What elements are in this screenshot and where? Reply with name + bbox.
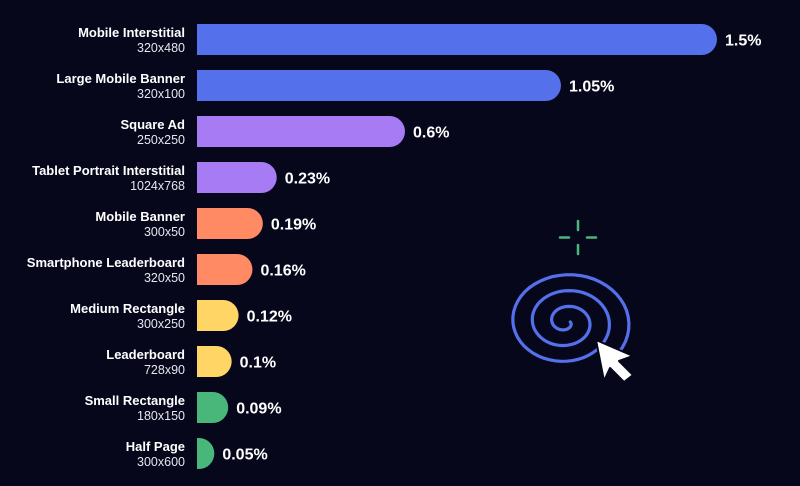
category-label: Mobile Interstitial: [78, 25, 185, 40]
category-size-label: 728x90: [144, 363, 185, 377]
bar-5: [197, 254, 253, 285]
category-label: Smartphone Leaderboard: [27, 255, 185, 270]
value-label: 0.23%: [285, 171, 330, 188]
value-label: 0.05%: [222, 447, 267, 464]
category-size-label: 1024x768: [130, 179, 185, 193]
category-label: Large Mobile Banner: [56, 71, 185, 86]
category-label: Half Page: [126, 439, 185, 454]
cursor-arrow-icon: [595, 339, 634, 383]
bar-6: [197, 300, 239, 331]
category-size-label: 250x250: [137, 133, 185, 147]
bar-1: [197, 70, 561, 101]
value-label: 0.09%: [236, 401, 281, 418]
value-label: 0.12%: [247, 309, 292, 326]
crosshair-icon: [558, 219, 598, 256]
category-label: Leaderboard: [106, 347, 185, 362]
category-label: Square Ad: [120, 117, 185, 132]
category-size-label: 320x50: [144, 271, 185, 285]
bar-8: [197, 392, 229, 423]
value-label: 0.19%: [271, 217, 316, 234]
category-size-label: 320x100: [137, 87, 185, 101]
bar-3: [197, 162, 277, 193]
category-size-label: 300x50: [144, 225, 185, 239]
category-label: Medium Rectangle: [70, 301, 185, 316]
category-label: Small Rectangle: [85, 393, 185, 408]
category-size-label: 180x150: [137, 409, 185, 423]
value-label: 0.16%: [260, 263, 305, 280]
bar-2: [197, 116, 405, 147]
bar-7: [197, 346, 232, 377]
bar-4: [197, 208, 263, 239]
bar-9: [197, 438, 215, 469]
value-label: 1.05%: [569, 79, 614, 96]
spiral-icon: [511, 273, 631, 363]
value-label: 0.1%: [240, 355, 276, 372]
value-label: 1.5%: [725, 33, 761, 50]
bar-0: [197, 24, 717, 55]
category-size-label: 300x250: [137, 317, 185, 331]
category-size-label: 320x480: [137, 41, 185, 55]
category-label: Mobile Banner: [95, 209, 185, 224]
category-size-label: 300x600: [137, 455, 185, 469]
category-label: Tablet Portrait Interstitial: [32, 163, 185, 178]
value-label: 0.6%: [413, 125, 449, 142]
